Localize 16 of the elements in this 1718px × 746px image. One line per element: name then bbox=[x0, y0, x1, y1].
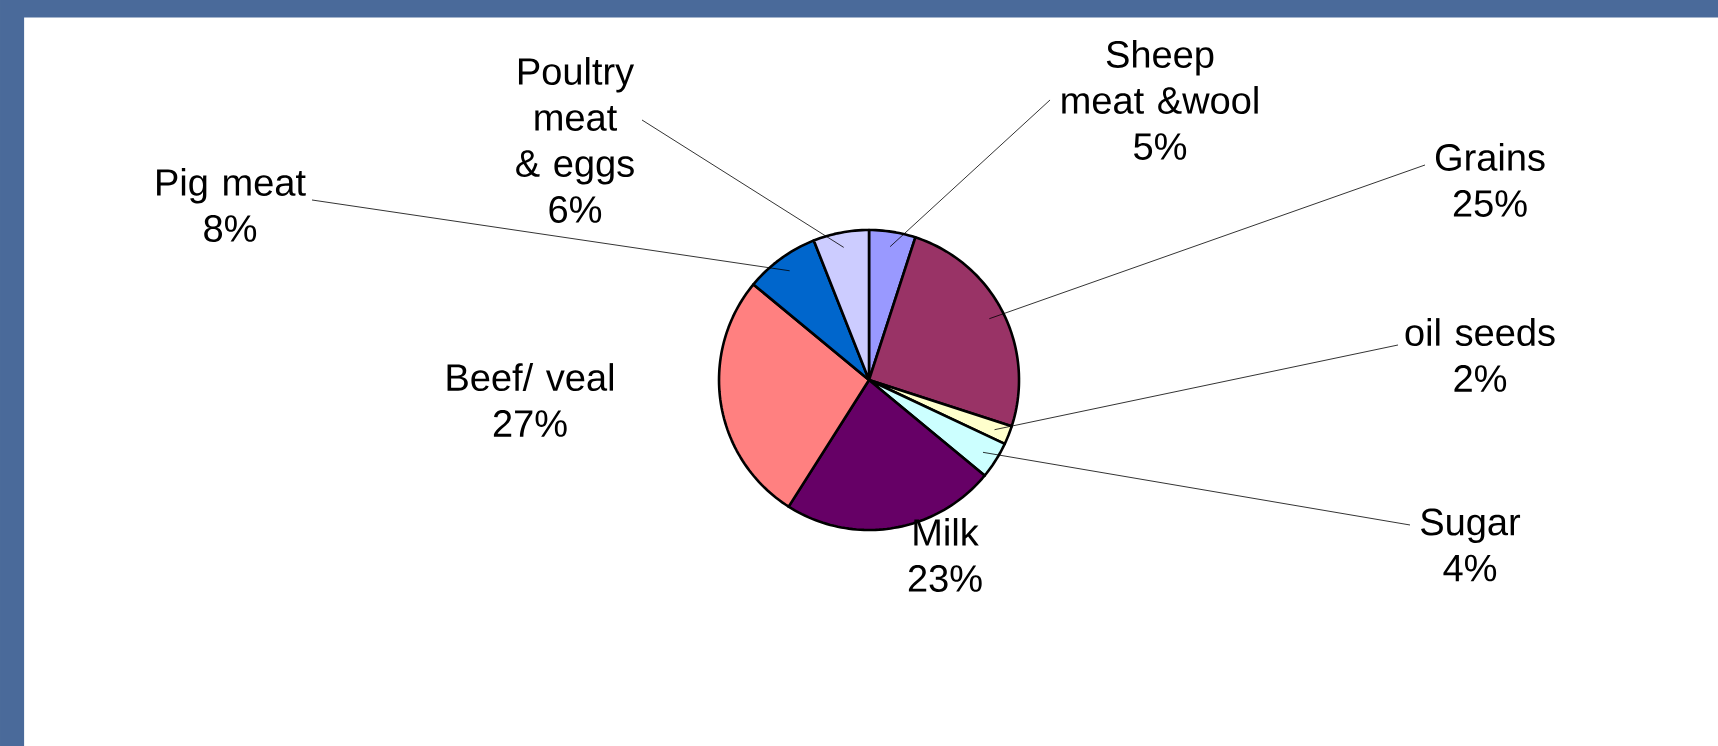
slice-label: Grains bbox=[1435, 143, 1545, 171]
slice-label: Poultry meat & eggs bbox=[516, 57, 635, 185]
slice-label: Sugar bbox=[1421, 508, 1521, 544]
slice-label: Beef/ veal bbox=[447, 363, 613, 392]
data-label: 25% bbox=[1453, 190, 1527, 217]
data-label: 4% bbox=[1443, 554, 1497, 582]
data-label: 23% bbox=[908, 565, 982, 592]
data-label: 27% bbox=[493, 410, 567, 437]
data-label: 8% bbox=[204, 215, 257, 242]
data-label: 2% bbox=[1454, 365, 1507, 392]
data-label: 5% bbox=[1134, 133, 1187, 160]
data-label: 6% bbox=[549, 196, 602, 223]
slice-label: Milk bbox=[914, 518, 979, 546]
slice-label: Pig meat bbox=[157, 168, 306, 204]
slice-label: Sheep meat &wool bbox=[1062, 40, 1258, 114]
slice-label: oil seeds bbox=[1405, 318, 1555, 347]
